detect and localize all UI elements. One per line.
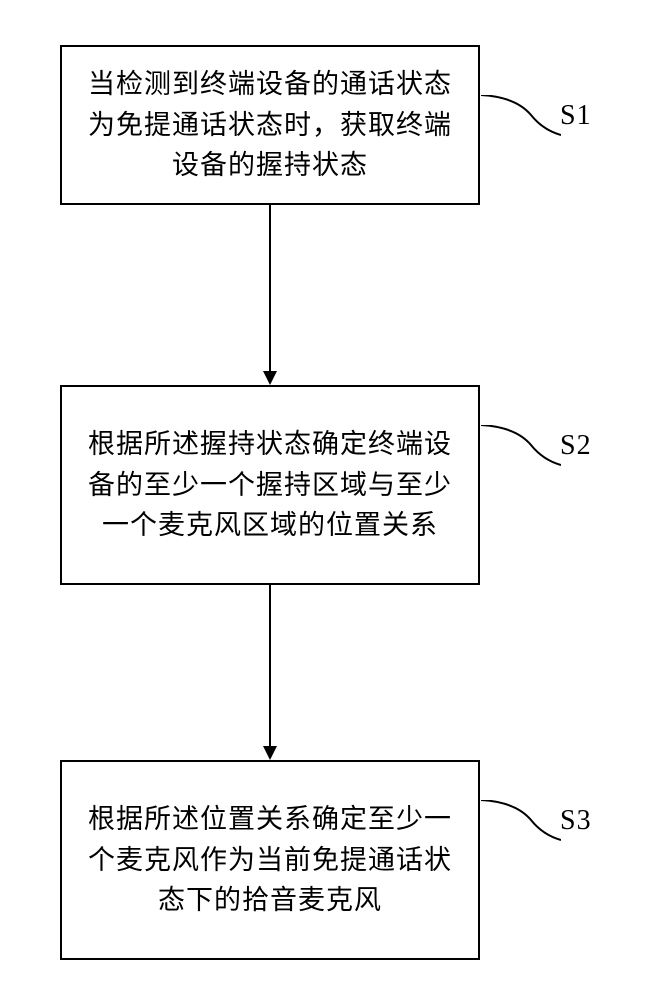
label-connector-s2 <box>481 425 561 470</box>
step-box-s3: 根据所述位置关系确定至少一个麦克风作为当前免提通话状态下的拾音麦克风 <box>60 760 480 960</box>
step-box-s1: 当检测到终端设备的通话状态为免提通话状态时，获取终端设备的握持状态 <box>60 45 480 205</box>
step-label-s1: S1 <box>560 100 592 132</box>
step-label-s2: S2 <box>560 430 592 462</box>
step-text-s3: 根据所述位置关系确定至少一个麦克风作为当前免提通话状态下的拾音麦克风 <box>82 799 458 921</box>
flowchart-container: 当检测到终端设备的通话状态为免提通话状态时，获取终端设备的握持状态 S1 根据所… <box>0 0 656 1000</box>
step-text-s1: 当检测到终端设备的通话状态为免提通话状态时，获取终端设备的握持状态 <box>82 64 458 186</box>
step-box-s2: 根据所述握持状态确定终端设备的至少一个握持区域与至少一个麦克风区域的位置关系 <box>60 385 480 585</box>
step-text-s2: 根据所述握持状态确定终端设备的至少一个握持区域与至少一个麦克风区域的位置关系 <box>82 424 458 546</box>
label-connector-s1 <box>481 95 561 140</box>
step-label-s3: S3 <box>560 805 592 837</box>
label-connector-s3 <box>481 800 561 845</box>
